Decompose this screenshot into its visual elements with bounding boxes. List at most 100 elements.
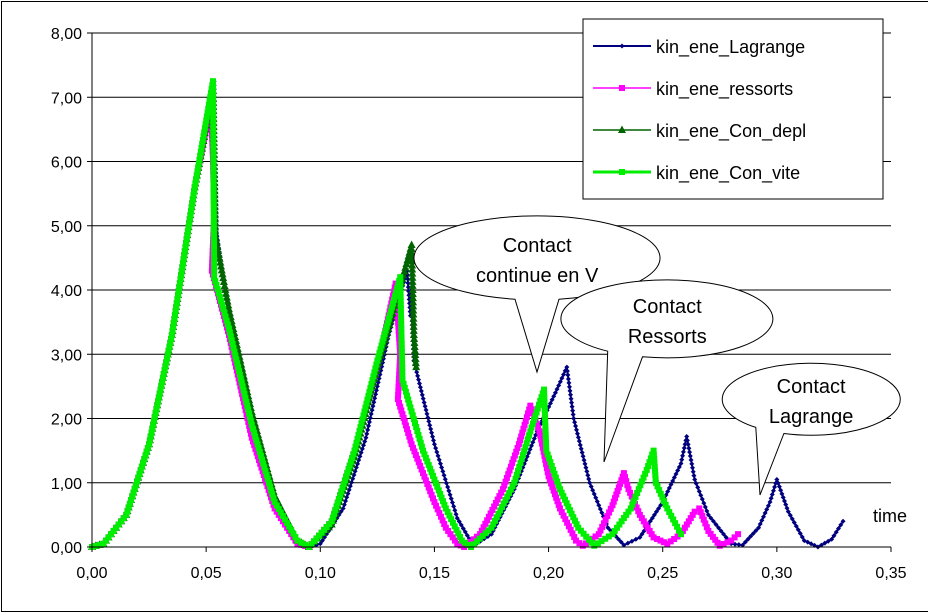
data-point [547, 459, 554, 466]
legend-label: kin_ene_Lagrange [656, 37, 805, 58]
data-point [398, 333, 405, 340]
data-point [210, 158, 217, 165]
data-point [497, 507, 504, 514]
data-point [383, 323, 390, 330]
data-point [421, 473, 428, 480]
data-point [716, 525, 722, 531]
data-point [252, 445, 259, 452]
data-point [646, 527, 653, 534]
data-point [210, 250, 217, 257]
data-point [705, 512, 711, 518]
data-point [345, 491, 351, 497]
data-point [408, 273, 417, 281]
data-point [404, 392, 411, 399]
data-point [589, 535, 596, 542]
data-point [225, 325, 232, 332]
data-point [528, 443, 534, 449]
data-point [416, 380, 422, 386]
data-point [681, 524, 688, 531]
data-point [447, 492, 453, 498]
data-point [294, 537, 301, 544]
data-point [352, 443, 359, 450]
data-point [560, 512, 567, 519]
data-point [394, 285, 401, 292]
data-point [182, 244, 189, 251]
data-point [146, 437, 153, 444]
data-point [417, 384, 423, 390]
data-point [253, 437, 260, 444]
data-point [822, 540, 828, 546]
data-point [461, 539, 468, 546]
data-point [454, 540, 461, 547]
data-point [108, 531, 115, 538]
data-point [643, 466, 650, 473]
data-point [268, 487, 275, 494]
data-point [668, 482, 674, 488]
data-point [410, 342, 419, 351]
data-point [536, 401, 543, 408]
data-point [533, 421, 540, 428]
data-point [731, 534, 738, 541]
data-point [507, 486, 514, 493]
data-point [571, 517, 578, 524]
data-point [398, 353, 405, 360]
data-point [244, 402, 251, 409]
data-point [664, 540, 671, 547]
data-point [399, 365, 406, 372]
callout-label: Ressorts [628, 326, 707, 348]
data-point [210, 226, 217, 233]
data-point [402, 259, 411, 268]
data-point [542, 423, 549, 430]
data-point [231, 348, 238, 355]
data-point [140, 459, 147, 466]
data-point [171, 312, 178, 319]
data-point [375, 353, 382, 360]
data-point [627, 489, 634, 496]
data-point [537, 397, 544, 404]
data-point [666, 485, 672, 491]
data-point [167, 339, 174, 346]
data-point [441, 521, 448, 528]
data-point [269, 491, 276, 498]
data-point [649, 515, 655, 521]
data-point [265, 479, 272, 486]
data-point [249, 425, 256, 432]
data-point [404, 426, 411, 433]
data-point [687, 453, 693, 459]
data-point [203, 117, 210, 124]
data-point [575, 434, 581, 440]
data-point [542, 431, 549, 438]
data-point [835, 525, 841, 531]
data-point [411, 346, 420, 355]
data-point [666, 509, 673, 516]
data-point [556, 486, 563, 493]
data-point [409, 310, 418, 318]
data-point [288, 527, 295, 534]
data-point [136, 470, 143, 477]
data-point [683, 521, 690, 528]
data-point [407, 404, 414, 411]
data-point [532, 413, 539, 420]
data-point [418, 388, 424, 394]
data-point [681, 445, 687, 451]
data-point [430, 495, 437, 502]
data-point [567, 526, 574, 533]
data-point [409, 322, 418, 330]
data-point [399, 361, 406, 368]
data-point [557, 379, 563, 385]
data-point [210, 138, 217, 145]
data-point [394, 396, 401, 403]
data-point [177, 276, 184, 283]
data-point [100, 540, 107, 547]
data-point [220, 281, 229, 289]
tick-label-y: 2,00 [51, 412, 82, 429]
data-point [222, 313, 229, 320]
data-point [616, 521, 623, 528]
data-point [442, 505, 449, 512]
data-point [699, 512, 706, 519]
data-point [437, 513, 444, 520]
data-point [210, 82, 217, 89]
data-point [221, 285, 230, 293]
data-point [130, 489, 137, 496]
